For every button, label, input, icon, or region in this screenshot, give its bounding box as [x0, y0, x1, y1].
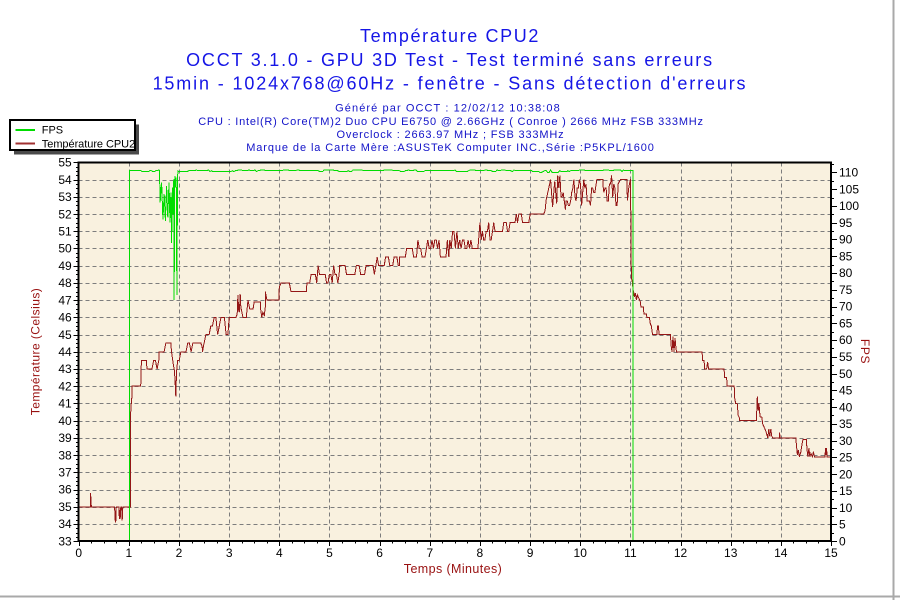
svg-text:45: 45 — [58, 328, 72, 342]
svg-text:2: 2 — [176, 546, 183, 560]
svg-text:44: 44 — [58, 345, 72, 359]
svg-text:11: 11 — [624, 546, 637, 560]
svg-text:25: 25 — [839, 451, 853, 465]
svg-text:48: 48 — [58, 276, 72, 290]
svg-text:13: 13 — [724, 546, 738, 560]
svg-text:80: 80 — [839, 266, 853, 280]
svg-text:8: 8 — [477, 546, 484, 560]
svg-text:60: 60 — [839, 333, 853, 347]
svg-text:14: 14 — [774, 546, 788, 560]
svg-text:38: 38 — [58, 448, 72, 462]
svg-text:3: 3 — [226, 546, 233, 560]
svg-text:55: 55 — [58, 156, 72, 170]
svg-text:42: 42 — [58, 379, 72, 393]
svg-text:45: 45 — [839, 384, 853, 398]
svg-text:39: 39 — [58, 431, 72, 445]
svg-text:40: 40 — [58, 414, 72, 428]
svg-text:43: 43 — [58, 362, 72, 376]
svg-text:90: 90 — [839, 233, 853, 247]
svg-text:65: 65 — [839, 317, 853, 331]
svg-text:52: 52 — [58, 207, 72, 221]
svg-text:CPU : Intel(R) Core(TM)2 Duo C: CPU : Intel(R) Core(TM)2 Duo CPU E6750 @… — [198, 116, 704, 128]
svg-text:0: 0 — [839, 534, 846, 548]
svg-text:9: 9 — [527, 546, 534, 560]
svg-text:55: 55 — [839, 350, 853, 364]
svg-text:100: 100 — [839, 199, 859, 213]
svg-text:41: 41 — [58, 397, 72, 411]
svg-text:FPS: FPS — [42, 125, 63, 137]
svg-text:20: 20 — [839, 467, 853, 481]
svg-text:35: 35 — [839, 417, 853, 431]
svg-text:0: 0 — [75, 546, 82, 560]
svg-text:5: 5 — [839, 518, 846, 532]
svg-text:54: 54 — [58, 173, 72, 187]
svg-text:95: 95 — [839, 216, 853, 230]
svg-text:35: 35 — [58, 500, 72, 514]
svg-text:Généré par OCCT : 12/02/12 10:: Généré par OCCT : 12/02/12 10:38:08 — [335, 103, 561, 115]
svg-text:Température CPU2: Température CPU2 — [360, 26, 540, 46]
svg-text:47: 47 — [58, 293, 72, 307]
svg-text:70: 70 — [839, 300, 853, 314]
svg-text:37: 37 — [58, 466, 72, 480]
svg-text:46: 46 — [58, 311, 72, 325]
svg-text:6: 6 — [376, 546, 383, 560]
svg-text:12: 12 — [674, 546, 688, 560]
svg-text:Overclock : 2663.97 MHz ; FSB: Overclock : 2663.97 MHz ; FSB 333MHz — [337, 129, 565, 141]
svg-text:50: 50 — [839, 367, 853, 381]
svg-text:10: 10 — [574, 546, 588, 560]
svg-text:75: 75 — [839, 283, 853, 297]
svg-text:34: 34 — [58, 517, 72, 531]
svg-text:10: 10 — [839, 501, 853, 515]
svg-text:50: 50 — [58, 242, 72, 256]
svg-text:Marque de la Carte Mère :ASUST: Marque de la Carte Mère :ASUSTeK Compute… — [246, 142, 655, 154]
svg-text:110: 110 — [839, 166, 858, 180]
svg-text:53: 53 — [58, 190, 72, 204]
svg-text:49: 49 — [58, 259, 72, 273]
svg-text:85: 85 — [839, 249, 853, 263]
svg-text:15min - 1024x768@60Hz - fenêtr: 15min - 1024x768@60Hz - fenêtre - Sans d… — [153, 74, 748, 94]
svg-text:30: 30 — [839, 434, 853, 448]
svg-text:15: 15 — [839, 484, 853, 498]
svg-text:33: 33 — [58, 534, 72, 548]
svg-text:OCCT 3.1.0 - GPU 3D Test - Tes: OCCT 3.1.0 - GPU 3D Test - Test terminé … — [186, 50, 714, 70]
svg-text:40: 40 — [839, 400, 853, 414]
svg-text:FPS: FPS — [858, 339, 872, 364]
svg-text:1: 1 — [126, 546, 133, 560]
svg-text:4: 4 — [276, 546, 283, 560]
svg-text:36: 36 — [58, 483, 72, 497]
svg-text:51: 51 — [58, 225, 72, 239]
svg-text:5: 5 — [326, 546, 333, 560]
svg-text:105: 105 — [839, 182, 859, 196]
svg-text:15: 15 — [824, 546, 838, 560]
svg-text:7: 7 — [426, 546, 433, 560]
svg-text:Temps (Minutes): Temps (Minutes) — [404, 562, 502, 576]
svg-text:Température (Celsius): Température (Celsius) — [29, 288, 43, 416]
svg-text:Température CPU2: Température CPU2 — [42, 139, 135, 151]
